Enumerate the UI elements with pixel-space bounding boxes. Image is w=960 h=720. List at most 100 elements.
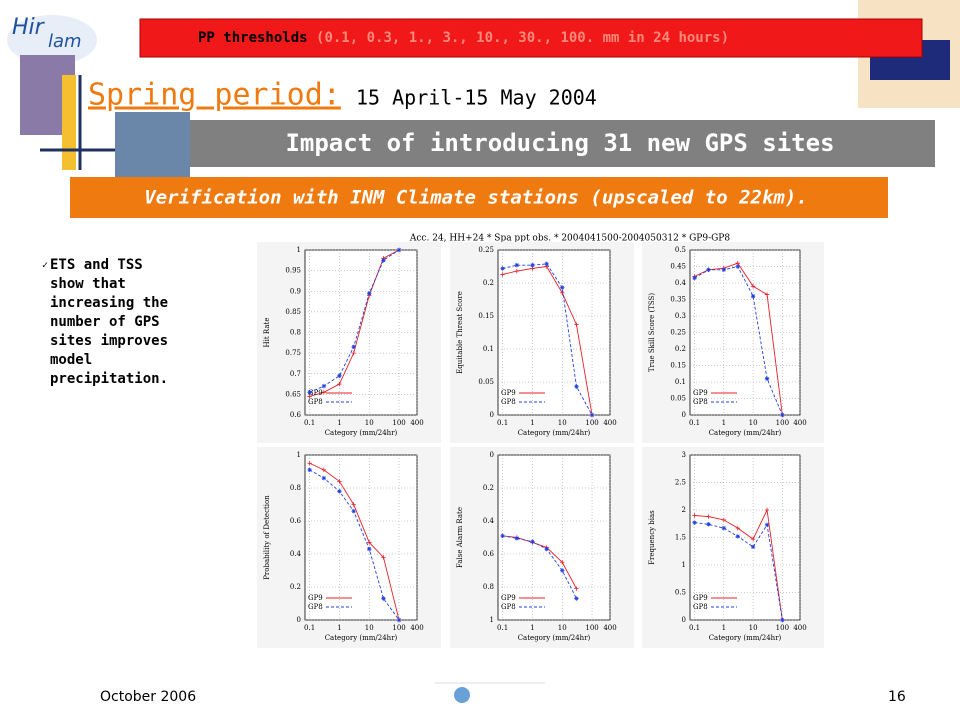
footer-page: 16 bbox=[888, 689, 906, 705]
hirlam-logo-bottom: lam bbox=[48, 31, 82, 52]
y-tick-label: 0.15 bbox=[478, 312, 494, 320]
y-tick-label: 0.2 bbox=[675, 345, 686, 353]
y-tick-label: 0.45 bbox=[670, 263, 686, 271]
x-axis-label: Category (mm/24hr) bbox=[325, 429, 398, 437]
data-point bbox=[735, 525, 740, 531]
data-point bbox=[750, 544, 756, 550]
y-tick-label: 0.6 bbox=[290, 517, 302, 525]
x-tick-label: 1 bbox=[530, 419, 534, 427]
y-axis-label: Equitable Threat Score bbox=[456, 291, 464, 374]
x-tick-label: 0.1 bbox=[497, 419, 508, 427]
data-point bbox=[721, 525, 727, 531]
y-tick-label: 0.95 bbox=[285, 267, 301, 275]
plot-area bbox=[304, 454, 418, 621]
x-tick-label: 100 bbox=[585, 419, 598, 427]
data-point bbox=[750, 284, 756, 289]
y-tick-label: 0 bbox=[297, 616, 301, 624]
data-point bbox=[764, 376, 770, 381]
x-tick-label: 0.1 bbox=[304, 419, 315, 427]
x-tick-label: 100 bbox=[585, 624, 598, 632]
data-point bbox=[337, 489, 342, 494]
y-tick-label: 0 bbox=[490, 451, 494, 459]
y-axis-label: Frequency bias bbox=[648, 510, 656, 565]
x-tick-label: 1 bbox=[337, 624, 341, 632]
y-tick-label: 1.5 bbox=[675, 534, 686, 542]
x-axis-label: Category (mm/24hr) bbox=[518, 429, 591, 437]
period-dates: 15 April-15 May 2004 bbox=[356, 86, 597, 110]
data-point bbox=[321, 467, 327, 473]
x-axis-label: Category (mm/24hr) bbox=[518, 634, 591, 642]
x-tick-label: 0.1 bbox=[497, 624, 508, 632]
threshold-values: (0.1, 0.3, 1., 3., 10., 30., 100. mm in … bbox=[316, 30, 729, 46]
y-tick-label: 0.25 bbox=[670, 329, 686, 337]
data-point bbox=[560, 568, 565, 573]
plot-area bbox=[497, 249, 611, 416]
legend-label: GP8 bbox=[308, 603, 323, 611]
map-thumbnail bbox=[115, 112, 190, 178]
y-tick-label: 0.05 bbox=[670, 395, 686, 403]
x-tick-label: 10 bbox=[365, 419, 374, 427]
bullet-text: ETS and TSS show that increasing the num… bbox=[42, 256, 170, 389]
data-point bbox=[307, 467, 312, 473]
data-point bbox=[780, 617, 785, 623]
data-point bbox=[574, 384, 579, 389]
y-tick-label: 0.85 bbox=[285, 308, 301, 316]
y-tick-label: 0.1 bbox=[483, 345, 494, 353]
threshold-label: PP thresholds bbox=[198, 30, 308, 46]
y-tick-label: 0.4 bbox=[675, 279, 687, 287]
x-tick-label: 10 bbox=[558, 419, 567, 427]
legend-label: GP9 bbox=[693, 594, 708, 602]
y-tick-label: 0.9 bbox=[290, 287, 301, 295]
x-axis-label: Category (mm/24hr) bbox=[709, 429, 782, 437]
x-tick-label: 100 bbox=[392, 624, 405, 632]
footer-icon bbox=[454, 687, 470, 703]
y-tick-label: 0.7 bbox=[290, 370, 301, 378]
data-point bbox=[337, 373, 342, 379]
data-point bbox=[321, 475, 327, 481]
data-point bbox=[544, 546, 549, 552]
legend-label: GP8 bbox=[501, 603, 516, 611]
data-point bbox=[574, 322, 579, 327]
chart-panel: 0.6 0.65 0.7 0.75 0.8 0.85 0.9 0.95 1 0.1 1 10 100 40… bbox=[257, 242, 441, 443]
x-tick-label: 0.1 bbox=[304, 624, 315, 632]
data-point bbox=[780, 412, 785, 418]
data-point bbox=[560, 290, 565, 296]
data-point bbox=[692, 520, 697, 525]
x-tick-label: 400 bbox=[603, 624, 616, 632]
y-axis-label: True Skill Score (TSS) bbox=[648, 293, 656, 372]
y-tick-label: 1 bbox=[682, 561, 686, 569]
decor-bar bbox=[62, 75, 76, 170]
y-tick-label: 1 bbox=[490, 616, 494, 624]
data-point bbox=[381, 596, 386, 601]
data-point bbox=[367, 291, 372, 296]
y-tick-label: 0.75 bbox=[285, 349, 301, 357]
x-tick-label: 1 bbox=[722, 624, 726, 632]
data-point bbox=[337, 479, 342, 484]
x-tick-label: 400 bbox=[410, 624, 423, 632]
x-axis-label: Category (mm/24hr) bbox=[709, 634, 782, 642]
y-axis-label: Hit Rate bbox=[263, 318, 271, 348]
subbanner-text: Verification with INM Climate stations (… bbox=[144, 187, 807, 209]
legend-label: GP9 bbox=[308, 594, 323, 602]
y-tick-label: 0.6 bbox=[483, 550, 495, 558]
x-tick-label: 100 bbox=[776, 419, 789, 427]
x-tick-label: 400 bbox=[603, 419, 616, 427]
chart-panel: 0 0.05 0.1 0.15 0.2 0.25 0.1 1 10 100 400 Category … bbox=[450, 242, 634, 443]
y-tick-label: 0.8 bbox=[483, 583, 494, 591]
hirlam-logo-bg bbox=[7, 15, 97, 65]
data-point bbox=[514, 536, 520, 541]
data-point bbox=[706, 522, 711, 527]
legend-label: GP9 bbox=[308, 389, 323, 397]
y-axis-label: False Alarm Rate bbox=[456, 507, 464, 568]
data-point bbox=[735, 264, 740, 269]
x-tick-label: 1 bbox=[530, 624, 534, 632]
hirlam-logo-top: Hir bbox=[12, 15, 46, 40]
y-tick-label: 0 bbox=[490, 411, 494, 419]
x-tick-label: 10 bbox=[558, 624, 567, 632]
x-tick-label: 0.1 bbox=[689, 624, 700, 632]
data-point bbox=[560, 285, 565, 290]
data-point bbox=[560, 560, 565, 565]
data-point bbox=[500, 266, 505, 271]
